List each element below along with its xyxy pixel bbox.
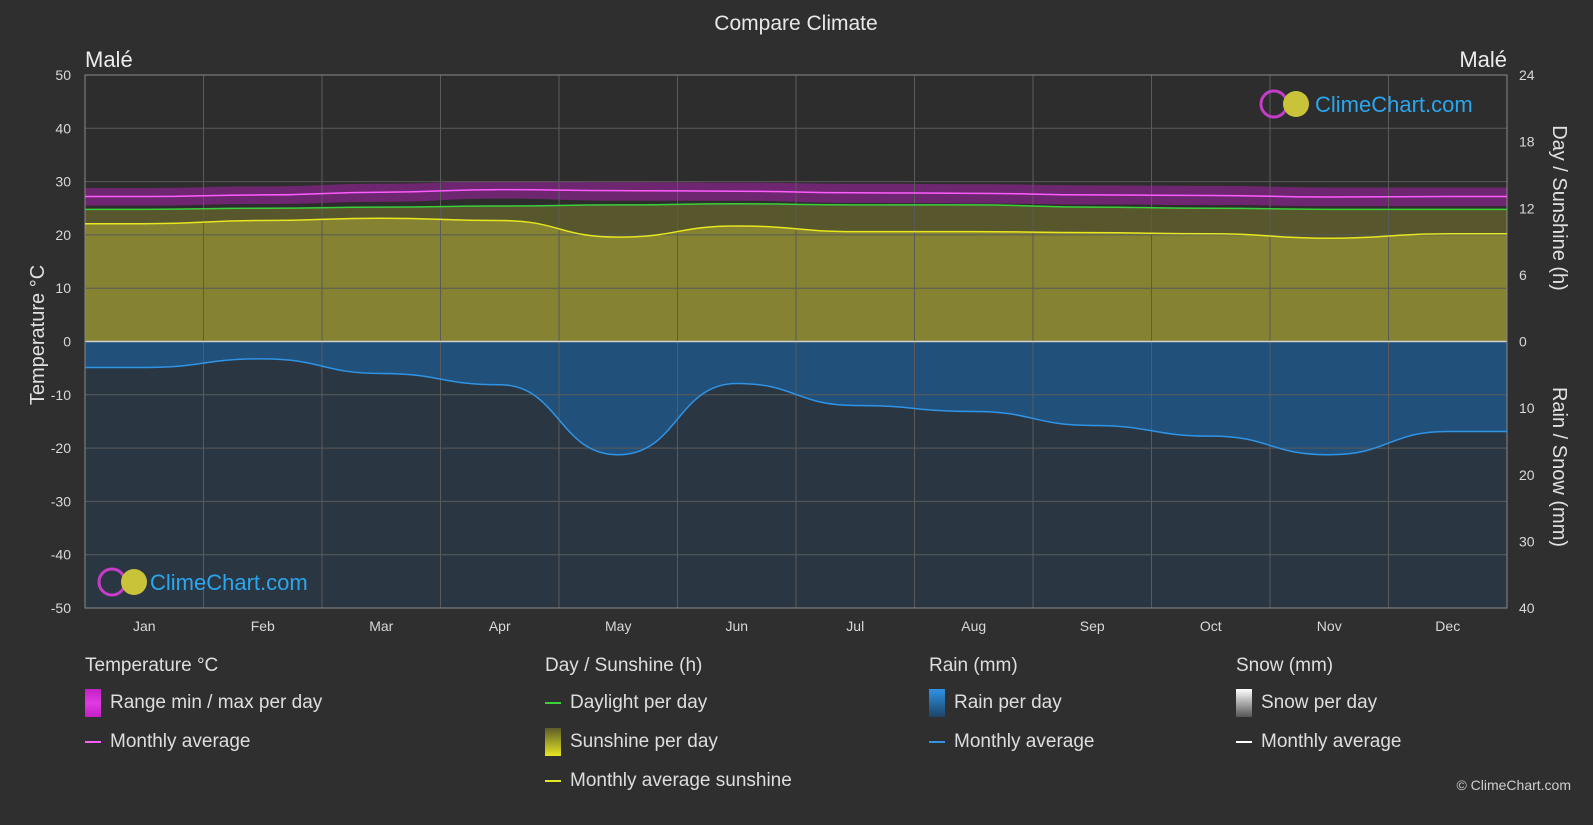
chart-title: Compare Climate xyxy=(714,12,877,35)
logo-top[interactable]: ClimeChart.com xyxy=(1259,89,1473,119)
y-tick-label-left: 50 xyxy=(55,67,71,83)
location-left: Malé xyxy=(85,47,133,72)
legend-label: Range min / max per day xyxy=(110,692,323,713)
y-tick-label-left: -10 xyxy=(51,387,71,403)
daylight-line xyxy=(85,203,1507,211)
grid xyxy=(84,74,1508,609)
line-swatch xyxy=(1236,741,1252,743)
y-tick-label-right-top: 18 xyxy=(1519,134,1535,150)
legend-label: Monthly average xyxy=(954,731,1095,752)
legend-label: Monthly average xyxy=(110,731,251,752)
series-lines xyxy=(84,188,1508,456)
logo-sun-icon xyxy=(121,569,147,595)
logo-text: ClimeChart.com xyxy=(1315,92,1473,117)
x-tick-label: Nov xyxy=(1317,618,1342,634)
y-tick-label-left: 10 xyxy=(55,280,71,296)
legend-title: Snow (mm) xyxy=(1236,655,1334,676)
y-axis-label-right-top: Day / Sunshine (h) xyxy=(1548,125,1570,291)
y-tick-label-left: 20 xyxy=(55,227,71,243)
x-tick-label: Jan xyxy=(133,618,156,634)
range-swatch xyxy=(85,689,101,717)
legend-item-rain-avg: Monthly average xyxy=(929,730,1094,754)
y-axis-label-left: Temperature °C xyxy=(27,265,49,405)
x-tick-label: Jul xyxy=(846,618,864,634)
rain-average-line xyxy=(85,358,1507,456)
y-tick-label-right-top: 6 xyxy=(1519,267,1527,283)
y-tick-label-left: -20 xyxy=(51,440,71,456)
y-tick-label-left: 30 xyxy=(55,174,71,190)
copyright: © ClimeChart.com xyxy=(1456,777,1571,793)
line-swatch xyxy=(545,780,561,782)
x-tick-label: Feb xyxy=(251,618,275,634)
legend-item-snow-avg: Monthly average xyxy=(1236,730,1401,754)
legend-label: Snow per day xyxy=(1261,692,1378,713)
legend-rain: Rain (mm) Rain per day Monthly average xyxy=(929,655,1094,769)
legend-label: Monthly average xyxy=(1261,731,1402,752)
legend-title: Rain (mm) xyxy=(929,655,1018,676)
y-tick-label-right-top: 0 xyxy=(1519,334,1527,350)
legend-item-temp-avg: Monthly average xyxy=(85,730,322,754)
logo-sun-icon xyxy=(1283,91,1309,117)
sunshine-average-line xyxy=(84,217,1508,239)
y-tick-label-right-bottom: 40 xyxy=(1519,600,1535,616)
y-tick-label-left: 0 xyxy=(63,334,71,350)
y-tick-label-left: -50 xyxy=(51,600,71,616)
y-tick-label-right-bottom: 30 xyxy=(1519,533,1535,549)
x-tick-label: Dec xyxy=(1435,618,1460,634)
y-tick-label-right-top: 12 xyxy=(1519,200,1535,216)
legend-label: Daylight per day xyxy=(570,692,708,713)
y-tick-label-right-bottom: 10 xyxy=(1519,400,1535,416)
x-tick-label: Mar xyxy=(369,618,393,634)
legend-label: Rain per day xyxy=(954,692,1062,713)
location-right: Malé xyxy=(1459,47,1507,72)
x-tick-label: Oct xyxy=(1200,618,1222,634)
x-tick-label: Apr xyxy=(489,618,511,634)
y-tick-label-left: -30 xyxy=(51,493,71,509)
y-tick-label-left: 40 xyxy=(55,120,71,136)
y-tick-label-right-top: 24 xyxy=(1519,67,1535,83)
y-tick-label-right-bottom: 20 xyxy=(1519,467,1535,483)
y-tick-label-left: -40 xyxy=(51,547,71,563)
x-tick-label: Sep xyxy=(1080,618,1105,634)
legend-item-snow: Snow per day xyxy=(1236,689,1401,717)
x-tick-label: Aug xyxy=(961,618,986,634)
legend-item-range: Range min / max per day xyxy=(85,689,323,717)
sunshine-swatch xyxy=(545,728,561,756)
line-swatch xyxy=(85,741,101,743)
legend-label: Sunshine per day xyxy=(570,731,718,752)
legend-sunshine: Day / Sunshine (h) Daylight per day Suns… xyxy=(545,655,792,808)
legend-title: Temperature °C xyxy=(85,655,219,676)
legend-temperature: Temperature °C Range min / max per day M… xyxy=(85,655,322,769)
line-swatch xyxy=(929,741,945,743)
legend-snow: Snow (mm) Snow per day Monthly average xyxy=(1236,655,1401,769)
line-swatch xyxy=(545,702,561,704)
plot-border xyxy=(84,74,1508,609)
legend-title: Day / Sunshine (h) xyxy=(545,655,703,676)
logo-text: ClimeChart.com xyxy=(150,570,308,595)
legend-item-sunshine-avg: Monthly average sunshine xyxy=(545,769,792,793)
axes: 50 40 30 20 10 0 -10 -20 -30 -40 -50 24 18 12 6 0 10 20 30… xyxy=(51,67,1535,634)
rain-swatch xyxy=(929,689,945,717)
temperature-average-line xyxy=(84,188,1507,198)
y-axis-label-right-bottom: Rain / Snow (mm) xyxy=(1548,387,1570,547)
legend-item-rain: Rain per day xyxy=(929,689,1094,717)
x-tick-label: May xyxy=(605,618,631,634)
logo-bottom[interactable]: ClimeChart.com xyxy=(97,567,308,597)
snow-swatch xyxy=(1236,689,1252,717)
legend-item-sunshine: Sunshine per day xyxy=(545,728,792,756)
legend-label: Monthly average sunshine xyxy=(570,770,792,791)
x-tick-label: Jun xyxy=(725,618,748,634)
legend-item-daylight: Daylight per day xyxy=(545,691,792,715)
